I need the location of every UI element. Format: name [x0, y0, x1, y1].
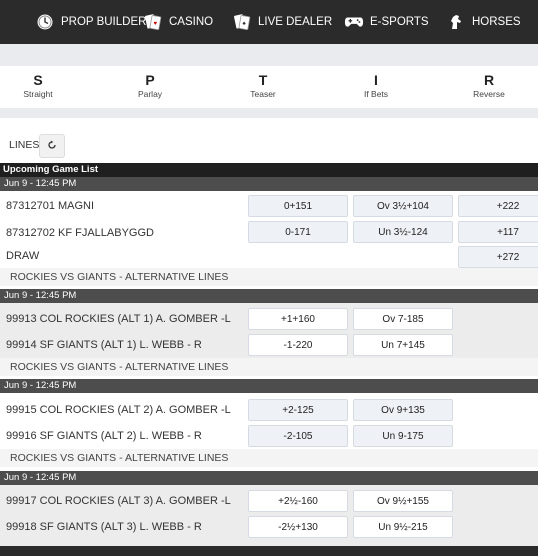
nav-label: E-SPORTS — [370, 16, 429, 28]
bottom-bar — [0, 546, 538, 556]
lines-label: LINES — [9, 139, 40, 151]
clock-icon — [35, 12, 55, 32]
spread-odds-button[interactable]: +1+160 — [248, 308, 348, 330]
game-date: Jun 9 - 12:45 PM — [0, 379, 538, 393]
total-odds-button[interactable]: Ov 9+135 — [353, 399, 453, 421]
horse-icon — [446, 12, 466, 32]
refresh-icon — [47, 137, 57, 155]
bet-type-if-bets[interactable]: I If Bets — [336, 72, 416, 100]
game-date: Jun 9 - 12:45 PM — [0, 289, 538, 303]
bet-type-straight[interactable]: S Straight — [0, 72, 78, 100]
nav-label: LIVE DEALER — [258, 16, 333, 28]
spacer — [0, 108, 538, 118]
moneyline-odds-button[interactable]: +272 — [458, 246, 538, 268]
total-odds-button[interactable]: Ov 9½+155 — [353, 490, 453, 512]
moneyline-odds-button[interactable]: +117 — [458, 221, 538, 243]
spread-odds-button[interactable]: +2½-160 — [248, 490, 348, 512]
total-odds-button[interactable]: Un 3½-124 — [353, 221, 453, 243]
spread-odds-button[interactable]: 0+151 — [248, 195, 348, 217]
spread-odds-button[interactable]: -1-220 — [248, 334, 348, 356]
refresh-button[interactable] — [39, 134, 65, 158]
team-name: DRAW — [6, 250, 40, 262]
alternative-lines-link[interactable]: ROCKIES VS GIANTS - ALTERNATIVE LINES — [0, 358, 538, 376]
gamepad-icon — [344, 12, 364, 32]
alternative-lines-link[interactable]: ROCKIES VS GIANTS - ALTERNATIVE LINES — [0, 268, 538, 286]
bet-type-letter: R — [483, 72, 495, 88]
moneyline-odds-button[interactable]: +222 — [458, 195, 538, 217]
team-name: 99918 SF GIANTS (ALT 3) L. WEBB - R — [6, 521, 202, 533]
bet-type-label: Straight — [23, 89, 53, 99]
cards-icon: ♠ — [232, 12, 252, 32]
svg-text:♥: ♥ — [154, 21, 158, 27]
total-odds-button[interactable]: Ov 7-185 — [353, 308, 453, 330]
bet-type-label: Teaser — [250, 89, 276, 99]
team-name: 87312702 KF FJALLABYGGD — [6, 227, 154, 239]
team-name: 99917 COL ROCKIES (ALT 3) A. GOMBER -L — [6, 495, 231, 507]
nav-label: PROP BUILDER — [61, 16, 147, 28]
team-name: 99914 SF GIANTS (ALT 1) L. WEBB - R — [6, 339, 202, 351]
nav-esports[interactable]: E-SPORTS — [344, 0, 429, 44]
spread-odds-button[interactable]: -2½+130 — [248, 516, 348, 538]
bet-type-letter: T — [258, 72, 268, 88]
team-name: 87312701 MAGNI — [6, 200, 95, 212]
nav-prop-builder[interactable]: PROP BUILDER — [35, 0, 146, 44]
bet-type-parlay[interactable]: P Parlay — [110, 72, 190, 100]
nav-horses[interactable]: HORSES — [446, 0, 521, 44]
spread-odds-button[interactable]: -2-105 — [248, 425, 348, 447]
nav-live-dealer[interactable]: ♠ LIVE DEALER — [232, 0, 332, 44]
team-name: 99915 COL ROCKIES (ALT 2) A. GOMBER -L — [6, 404, 231, 416]
team-name: 99916 SF GIANTS (ALT 2) L. WEBB - R — [6, 430, 202, 442]
bet-type-teaser[interactable]: T Teaser — [223, 72, 303, 100]
total-odds-button[interactable]: Un 7+145 — [353, 334, 453, 356]
nav-label: CASINO — [169, 16, 214, 28]
bet-type-letter: P — [145, 72, 155, 88]
bet-type-label: Parlay — [137, 89, 163, 99]
alternative-lines-link[interactable]: ROCKIES VS GIANTS - ALTERNATIVE LINES — [0, 449, 538, 467]
spread-odds-button[interactable]: 0-171 — [248, 221, 348, 243]
bet-type-label: Reverse — [473, 89, 505, 99]
nav-casino[interactable]: ♥ CASINO — [143, 0, 213, 44]
cards-icon: ♥ — [143, 12, 163, 32]
nav-label: HORSES — [472, 16, 521, 28]
spread-odds-button[interactable]: +2-125 — [248, 399, 348, 421]
team-name: 99913 COL ROCKIES (ALT 1) A. GOMBER -L — [6, 313, 231, 325]
bet-type-letter: S — [33, 72, 43, 88]
total-odds-button[interactable]: Un 9½-215 — [353, 516, 453, 538]
game-date: Jun 9 - 12:45 PM — [0, 471, 538, 485]
bet-type-letter: I — [374, 72, 378, 88]
bet-type-reverse[interactable]: R Reverse — [449, 72, 529, 100]
total-odds-button[interactable]: Ov 3½+104 — [353, 195, 453, 217]
bet-type-bar: S Straight P Parlay T Teaser I If Bets R… — [0, 66, 538, 108]
bet-type-label: If Bets — [363, 89, 389, 99]
list-title: Upcoming Game List — [0, 163, 538, 177]
game-date: Jun 9 - 12:45 PM — [0, 177, 538, 191]
spacer — [0, 44, 538, 66]
svg-text:♠: ♠ — [243, 21, 247, 27]
top-nav: PROP BUILDER ♥ CASINO ♠ LIVE DEALER E-SP… — [0, 0, 538, 44]
total-odds-button[interactable]: Un 9-175 — [353, 425, 453, 447]
